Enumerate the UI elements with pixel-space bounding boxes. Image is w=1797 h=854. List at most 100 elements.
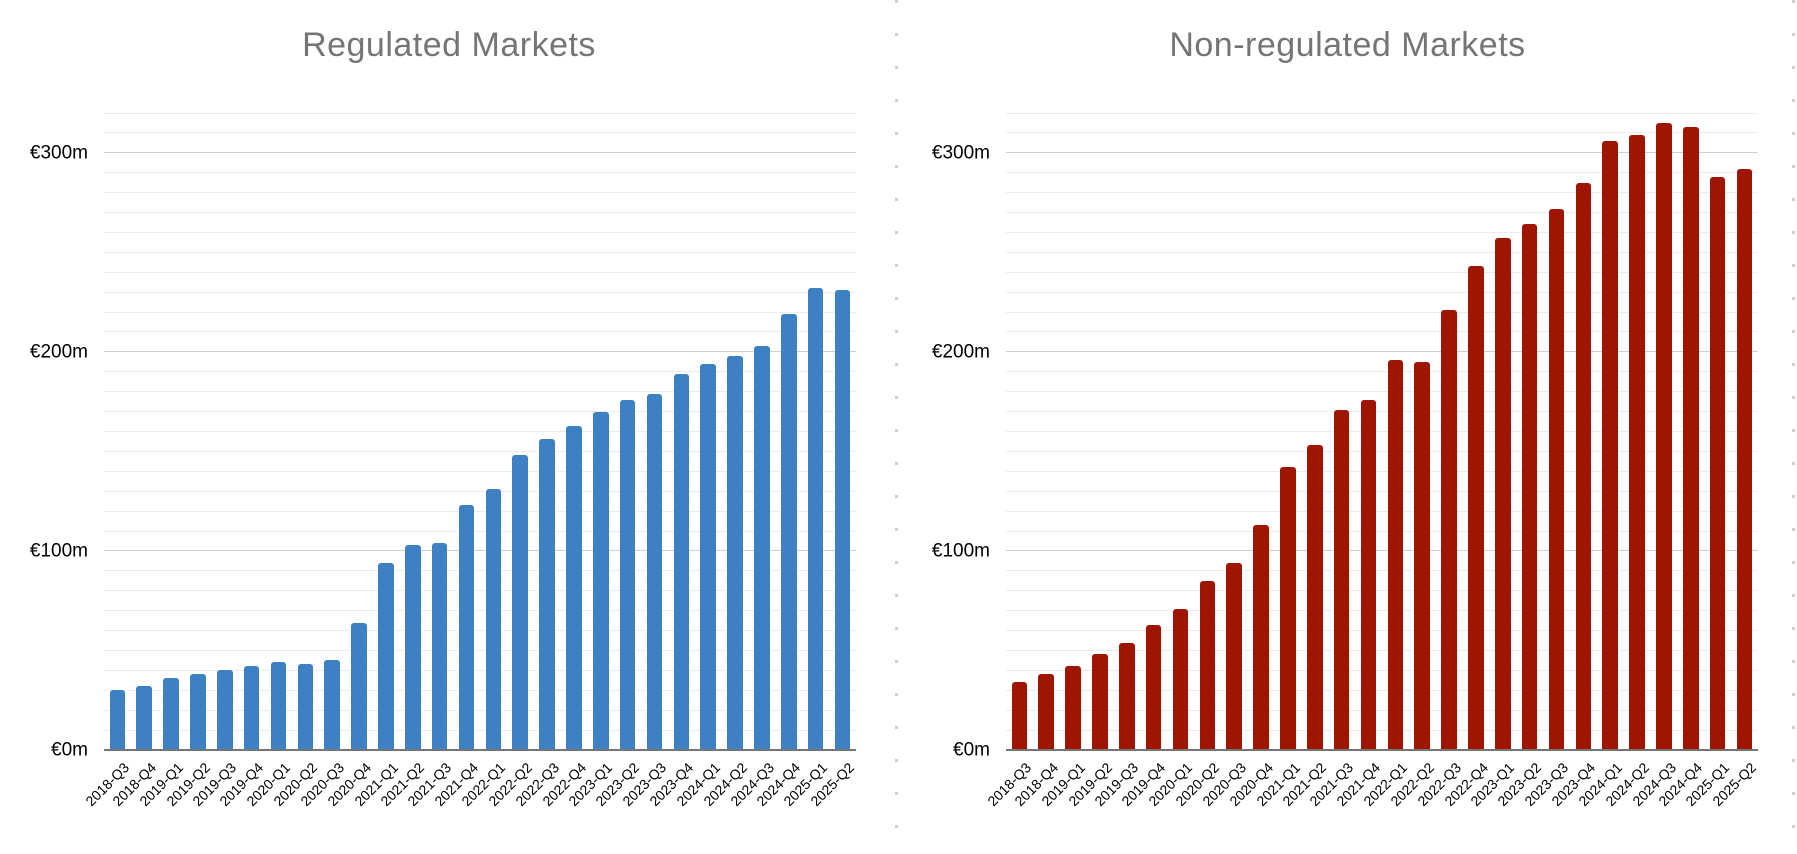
bar <box>1226 562 1243 750</box>
gridline-minor <box>1006 669 1758 671</box>
gridline-minor <box>1006 132 1758 134</box>
gridline-minor <box>1006 172 1758 174</box>
gridline-minor <box>104 251 856 253</box>
bar <box>593 411 609 750</box>
bar <box>243 666 260 750</box>
bar <box>1629 134 1645 750</box>
bar <box>1199 580 1216 750</box>
bar <box>1172 608 1189 750</box>
x-axis-labels: 2018-Q3 2018-Q4 2019-Q1 2019-Q2 2019-Q3 2019-… <box>82 756 857 854</box>
bar <box>512 455 529 750</box>
gridline-minor <box>104 172 856 174</box>
bar <box>539 439 555 750</box>
bar <box>405 544 421 750</box>
bar <box>1011 682 1028 750</box>
gridline-minor <box>1006 431 1758 432</box>
bar <box>458 505 475 750</box>
bar <box>1683 126 1699 750</box>
bar <box>190 674 206 750</box>
gridline-minor <box>104 689 856 691</box>
gridline-minor <box>1006 212 1758 214</box>
chart-title: Regulated Markets <box>302 26 596 64</box>
bar <box>1038 674 1055 750</box>
gridline-minor <box>104 271 856 273</box>
y-axis: €0m €100m €200m €300m <box>0 113 96 759</box>
gridline-major <box>104 152 856 154</box>
bar <box>1387 359 1404 750</box>
gridline-minor <box>104 311 856 313</box>
y-axis-label: €300m <box>931 142 990 164</box>
gridline-minor <box>104 132 856 134</box>
bar <box>1736 168 1753 750</box>
gridline-minor <box>104 371 856 373</box>
bar <box>1065 666 1081 750</box>
gridline-major <box>1006 351 1758 353</box>
bar <box>217 670 233 750</box>
bar <box>1521 224 1538 750</box>
bar <box>781 314 797 750</box>
bar <box>834 290 851 750</box>
gridline-major <box>1006 152 1758 154</box>
gridline-minor <box>1006 530 1758 532</box>
gridline-minor <box>104 510 856 512</box>
chart-title: Non-regulated Markets <box>1169 26 1526 64</box>
x-axis-baseline <box>104 749 856 751</box>
bar <box>1709 176 1726 750</box>
bar <box>1548 208 1565 750</box>
gridline-minor <box>104 530 856 532</box>
bar <box>1656 122 1672 750</box>
gridline-minor <box>1006 590 1758 592</box>
bar <box>727 355 743 750</box>
gridline-minor <box>1006 470 1758 472</box>
bar <box>1602 140 1619 750</box>
x-axis-labels: 2018-Q3 2018-Q4 2019-Q1 2019-Q2 2019-Q3 2019-… <box>984 756 1759 854</box>
bar <box>1495 238 1511 750</box>
gridline-minor <box>1006 371 1758 373</box>
gridline-minor <box>1006 251 1758 253</box>
gridline-minor <box>104 729 856 731</box>
gridline-major <box>104 351 856 353</box>
gridline-minor <box>1006 192 1758 194</box>
gridline-minor <box>104 649 856 651</box>
gridline-minor <box>104 192 856 194</box>
y-axis-label: €100m <box>931 540 990 562</box>
gridline-minor <box>1006 271 1758 273</box>
bar <box>1145 624 1162 750</box>
gridline-minor <box>104 431 856 432</box>
gridline-minor <box>1006 411 1758 413</box>
bar <box>270 662 287 750</box>
gridline-minor <box>104 212 856 214</box>
gridline-minor <box>104 669 856 671</box>
gridline-minor <box>1006 570 1758 572</box>
bar <box>1119 642 1135 750</box>
gridline-minor <box>1006 311 1758 313</box>
bar <box>1280 467 1296 750</box>
x-axis-baseline <box>1006 749 1758 751</box>
bar <box>1092 654 1108 750</box>
bar <box>378 562 394 750</box>
bar <box>1307 445 1323 750</box>
gridline-minor <box>1006 490 1758 492</box>
gridline-minor <box>1006 450 1758 452</box>
gridline-minor <box>104 610 856 612</box>
gridline-minor <box>1006 709 1758 711</box>
bar <box>109 690 126 750</box>
y-axis-label: €100m <box>29 540 88 562</box>
gridline-minor <box>104 570 856 572</box>
plot-area <box>104 112 856 751</box>
gridline-minor <box>104 331 856 333</box>
gridline-minor <box>104 391 856 393</box>
y-axis: €0m €100m €200m €300m <box>898 113 998 759</box>
gridline-major <box>104 550 856 552</box>
gridline-minor <box>1006 391 1758 393</box>
bar <box>324 660 341 750</box>
bar <box>700 363 717 750</box>
y-axis-label: €200m <box>931 341 990 363</box>
bar <box>1441 310 1457 750</box>
y-axis-label: €200m <box>29 341 88 363</box>
gridline-minor <box>1006 291 1758 293</box>
bar <box>1360 399 1377 750</box>
bar <box>136 686 153 750</box>
bar <box>807 288 824 750</box>
bar <box>1468 266 1484 750</box>
